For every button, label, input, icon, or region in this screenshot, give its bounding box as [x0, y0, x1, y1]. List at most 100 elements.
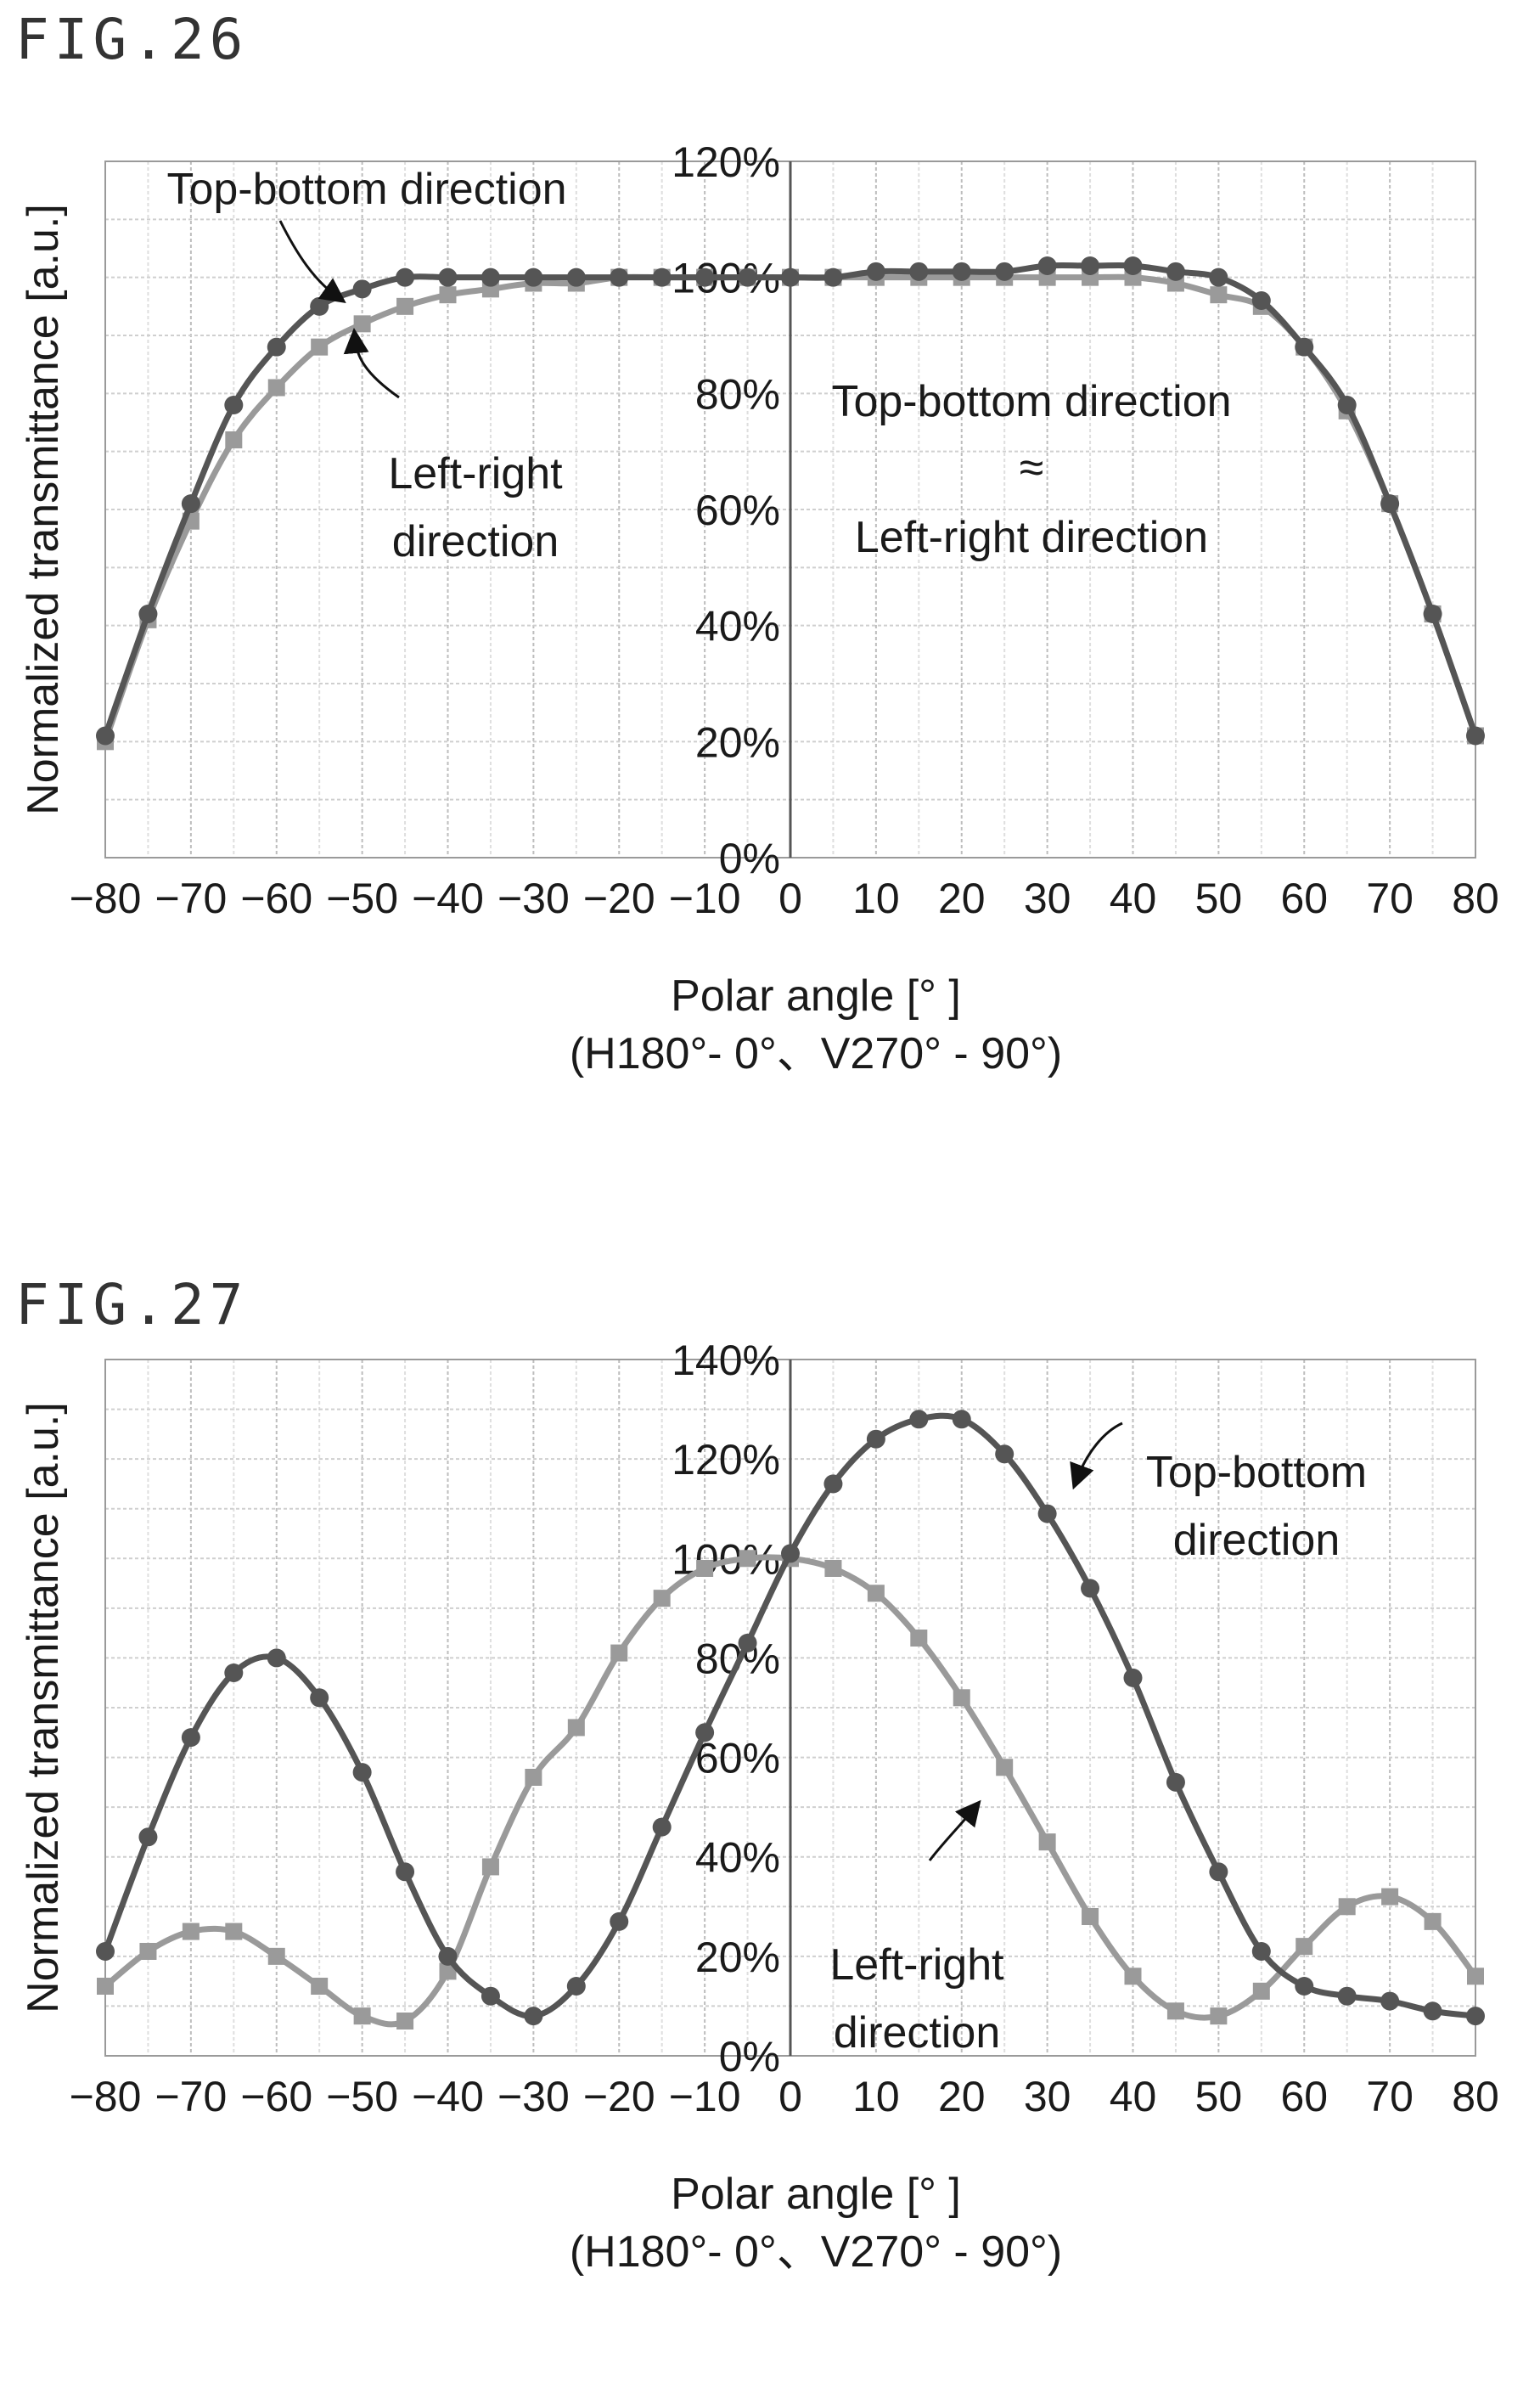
chart1-data-point [525, 1769, 542, 1786]
chart1-annotation: direction [834, 2008, 1001, 2058]
chart0-x-tick-label: −10 [669, 875, 741, 922]
chart0-data-point [524, 267, 543, 287]
chart1-data-point [866, 1429, 885, 1449]
chart0-data-point [1295, 337, 1314, 357]
chart1-data-point [1124, 1968, 1142, 1985]
chart0-data-point [1251, 291, 1271, 310]
chart0-series-top-bottom [96, 256, 1485, 746]
chart0-data-point [267, 379, 285, 397]
chart1-data-point [139, 1943, 157, 1960]
chart0-data-point [310, 296, 329, 316]
chart0-data-point [439, 286, 457, 304]
chart1-data-point [1337, 1986, 1357, 2006]
chart1-x-axis-subtitle: (H180°- 0°、V270° - 90°) [570, 2227, 1062, 2277]
chart1-data-point [1424, 1912, 1442, 1930]
chart1-data-point [1251, 1942, 1271, 1961]
chart1-data-point [1296, 1938, 1313, 1956]
chart0-x-tick-label: −20 [583, 875, 655, 922]
chart1-data-point [695, 1723, 715, 1742]
chart1-x-tick-label: −60 [240, 2073, 312, 2120]
chart1-x-tick-label: −70 [155, 2073, 227, 2120]
chart1-y-tick-label: 40% [695, 1834, 780, 1882]
chart0-data-point [353, 315, 371, 333]
figure-27-label: FIG.27 [15, 1272, 249, 1337]
chart1-x-tick-label: −20 [583, 2073, 655, 2120]
chart1-data-point [1210, 2007, 1228, 2025]
chart0-x-tick-label: 40 [1110, 875, 1157, 922]
chart1-data-point [267, 1648, 286, 1668]
chart1-y-tick-label: 0% [719, 2033, 780, 2080]
chart1-x-tick-label: 40 [1110, 2073, 1157, 2120]
chart1-x-tick-label: −10 [669, 2073, 741, 2120]
chart0-data-point [909, 262, 929, 281]
chart1-data-point [96, 1942, 115, 1961]
chart0-data-point [1337, 396, 1357, 414]
chart0-data-point [995, 262, 1014, 281]
chart1-data-point [867, 1585, 885, 1602]
chart0-x-tick-label: −30 [497, 875, 570, 922]
chart0-x-tick-label: 30 [1024, 875, 1071, 922]
chart1-annotation-arrow [1070, 1422, 1123, 1490]
chart0-x-tick-label: 10 [852, 875, 900, 922]
chart0-x-tick-label: −80 [70, 875, 142, 922]
chart0-x-tick-label: 70 [1366, 875, 1414, 922]
chart1-annotation-arrow [928, 1799, 981, 1861]
chart0-data-point [695, 267, 715, 287]
chart1-data-point [1082, 1908, 1099, 1925]
chart1-data-point [224, 1664, 244, 1682]
chart1-data-point [1338, 1898, 1356, 1916]
chart1-data-point [952, 1410, 971, 1429]
chart0-data-point [181, 494, 200, 514]
chart1-x-tick-label: −80 [70, 2073, 142, 2120]
chart1-data-point [439, 1962, 457, 1980]
chart0-x-axis-subtitle: (H180°- 0°、V270° - 90°) [570, 1029, 1062, 1078]
figure-26-label: FIG.26 [15, 7, 249, 72]
chart1-data-point [1381, 1888, 1399, 1906]
chart1-data-point [138, 1827, 158, 1847]
chart0-annotation: Top-bottom direction [831, 377, 1231, 426]
chart1-y-axis-title: Normalized transmittance [a.u.] [19, 1402, 68, 2013]
chart0-data-point [138, 605, 158, 623]
chart0-data-point [396, 267, 415, 287]
chart1-data-point [1166, 1772, 1185, 1792]
chart1-x-axis-title: Polar angle [° ] [671, 2170, 961, 2219]
chart1-x-tick-label: 0 [778, 2073, 802, 2120]
chart1-data-point [267, 1947, 285, 1965]
chart1-series-top-bottom [96, 1410, 1485, 2026]
chart1-data-point [481, 1986, 500, 2006]
chart1-x-tick-label: 30 [1024, 2073, 1071, 2120]
chart0-data-point [311, 338, 329, 356]
chart0-x-tick-label: 50 [1195, 875, 1243, 922]
chart0-x-tick-label: −50 [326, 875, 398, 922]
chart1-data-point [567, 1719, 585, 1737]
chart1-data-point [352, 1763, 372, 1782]
chart0-annotation: ≈ [1020, 443, 1044, 493]
chart0-data-point [952, 262, 971, 281]
chart0-data-point [1466, 726, 1485, 746]
chart-fig26: −80 −70 −60 −50 −40 −30 −20 −10 0 10 20 30 40 50 60 70 8… [19, 138, 1499, 1078]
chart1-annotation: Left-right [829, 1940, 1004, 1990]
chart0-y-tick-label: 40% [695, 603, 780, 650]
chart1-x-tick-label: 20 [938, 2073, 986, 2120]
chart1-x-tick-label: −50 [326, 2073, 398, 2120]
chart0-y-tick-label: 20% [695, 718, 780, 766]
chart1-data-point [653, 1590, 671, 1607]
chart0-data-point [738, 267, 757, 287]
chart1-y-tick-label: 60% [695, 1735, 780, 1782]
chart1-data-point [824, 1560, 842, 1577]
chart1-data-point [909, 1410, 929, 1429]
chart0-x-tick-label: −60 [240, 875, 312, 922]
chart1-y-tick-label: 120% [672, 1436, 780, 1483]
chart0-y-tick-label: 80% [695, 370, 780, 418]
chart0-annotation-arrow [343, 328, 400, 399]
chart1-data-point [696, 1560, 714, 1577]
chart1-data-point [1467, 1968, 1484, 1985]
chart0-data-point [781, 267, 800, 287]
chart1-data-point [1209, 1862, 1228, 1882]
chart1-data-point [97, 1978, 114, 1995]
chart0-y-tick-label: 60% [695, 487, 780, 534]
chart0-x-tick-label: 0 [778, 875, 802, 922]
chart1-data-point [396, 2013, 414, 2030]
chart0-data-point [225, 431, 243, 448]
chart1-data-point [181, 1728, 200, 1748]
